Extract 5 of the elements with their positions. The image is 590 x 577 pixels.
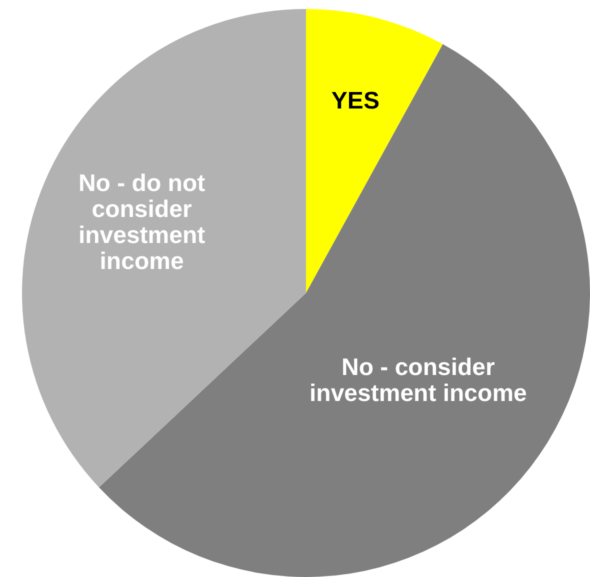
slice-label: No - do not consider investment income (78, 169, 206, 274)
slice-label: YES (331, 86, 380, 114)
slice-label: No - consider investment income (310, 354, 527, 407)
pie-slice (306, 9, 443, 293)
pie-slice (22, 9, 306, 488)
